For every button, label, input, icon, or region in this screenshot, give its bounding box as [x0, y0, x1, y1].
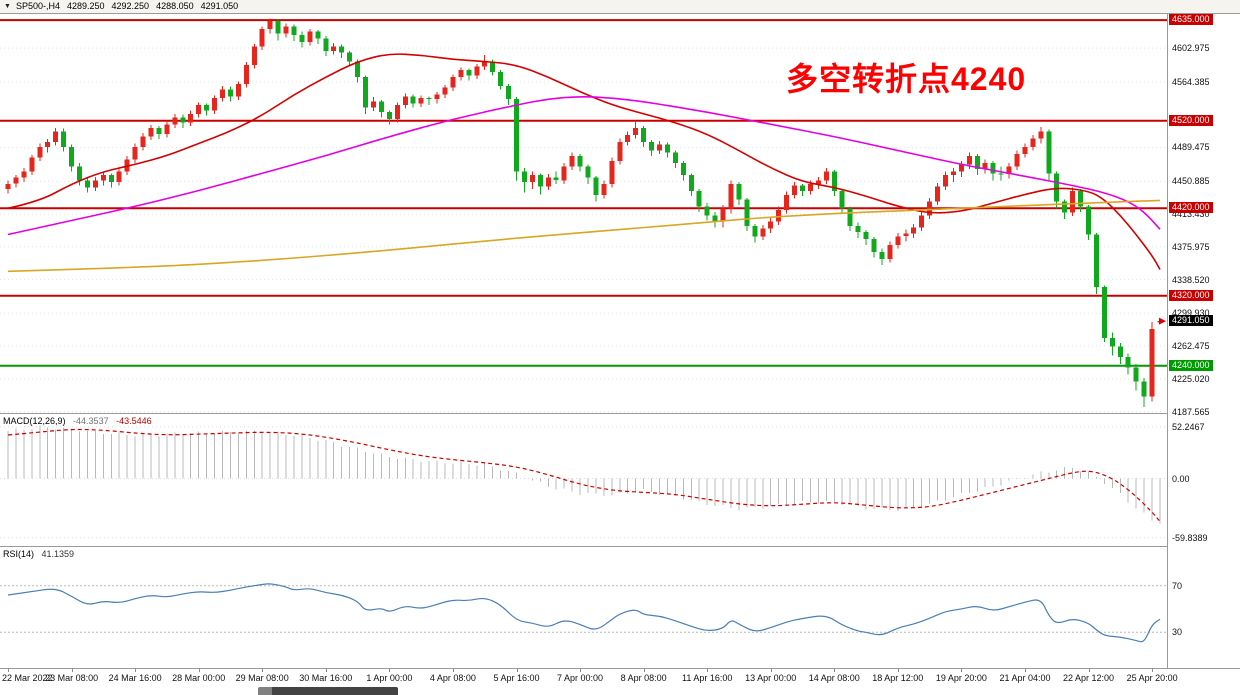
- macd-axis-label: 0.00: [1172, 474, 1190, 484]
- time-tick: [71, 669, 73, 672]
- price-axis-label: 4225.020: [1172, 374, 1210, 384]
- rsi-canvas[interactable]: [0, 547, 1167, 668]
- rsi-panel[interactable]: RSI(14) 41.1359: [0, 546, 1240, 668]
- macd-axis-label: 52.2467: [1172, 422, 1205, 432]
- time-axis-label: 7 Apr 00:00: [556, 673, 604, 683]
- price-axis-label: 4187.565: [1172, 407, 1210, 417]
- time-tick: [452, 669, 454, 672]
- time-axis-label: 18 Apr 12:00: [872, 673, 924, 683]
- price-axis[interactable]: 4602.975 4564.385 4489.475 4450.885 4413.430…: [1167, 14, 1240, 668]
- price-axis-label: 4262.475: [1172, 341, 1210, 351]
- time-axis-label: 13 Apr 00:00: [745, 673, 797, 683]
- level-price-badge: 4240.000: [1169, 360, 1213, 371]
- price-axis-label: 4602.975: [1172, 43, 1210, 53]
- time-axis-label: 5 Apr 16:00: [493, 673, 540, 683]
- ohlc-high: 4292.250: [111, 1, 150, 11]
- price-chart-panel[interactable]: 多空转折点4240: [0, 14, 1240, 413]
- ohlc-close: 4291.050: [200, 1, 239, 11]
- time-tick: [389, 669, 391, 672]
- price-gridlines: [0, 47, 1167, 413]
- level-price-badge: 4635.000: [1169, 14, 1213, 25]
- time-tick: [643, 669, 645, 672]
- time-axis-label: 28 Mar 00:00: [172, 673, 226, 683]
- candles: [5, 18, 1163, 407]
- rsi-line: [7, 583, 1161, 643]
- macd-label: MACD(12,26,9) -44.3537 -43.5446: [3, 416, 152, 426]
- level-price-badge: 4520.000: [1169, 115, 1213, 126]
- macd-histogram: [7, 425, 1161, 524]
- time-tick: [135, 669, 137, 672]
- taskbar-fragment[interactable]: [258, 687, 398, 695]
- time-tick: [897, 669, 899, 672]
- ma-fast-red: [7, 53, 1161, 270]
- price-axis-label: 4338.520: [1172, 275, 1210, 285]
- time-tick: [1025, 669, 1026, 672]
- rsi-value: 41.1359: [41, 549, 75, 559]
- ohlc-low: 4288.050: [156, 1, 194, 11]
- time-axis-label: 19 Apr 20:00: [935, 673, 987, 683]
- time-axis-label: 29 Mar 08:00: [235, 673, 289, 683]
- time-axis-label: 4 Apr 08:00: [429, 673, 476, 683]
- time-tick: [707, 669, 709, 672]
- rsi-name: RSI(14): [3, 549, 35, 559]
- level-price-badge: 4320.000: [1169, 290, 1213, 301]
- macd-name: MACD(12,26,9): [3, 416, 66, 426]
- time-tick: [834, 669, 836, 672]
- ma-mid-magenta: [7, 95, 1161, 236]
- current-price-marker: [1159, 317, 1166, 325]
- macd-signal-value: -43.5446: [116, 416, 152, 426]
- time-tick: [580, 669, 581, 672]
- time-axis-label: 25 Apr 20:00: [1126, 673, 1178, 683]
- time-axis-label: 21 Apr 04:00: [999, 673, 1051, 683]
- time-axis-label: 14 Apr 08:00: [808, 673, 860, 683]
- time-tick: [8, 669, 9, 672]
- macd-canvas[interactable]: [0, 414, 1167, 546]
- time-tick: [961, 669, 963, 672]
- time-axis-label: 24 Mar 16:00: [108, 673, 162, 683]
- macd-axis-label: -59.8389: [1172, 533, 1208, 543]
- price-axis-label: 4489.475: [1172, 142, 1210, 152]
- macd-signal-line: [7, 428, 1161, 522]
- price-axis-label: 4299.930: [1172, 308, 1210, 318]
- rsi-label: RSI(14) 41.1359: [3, 549, 74, 559]
- macd-gridlines: [0, 426, 1167, 539]
- time-tick: [516, 669, 518, 672]
- time-axis-label: 22 Apr 12:00: [1062, 673, 1115, 683]
- time-axis-label: 8 Apr 08:00: [620, 673, 667, 683]
- time-axis-label: 1 Apr 00:00: [366, 673, 413, 683]
- time-tick: [1152, 669, 1154, 672]
- time-axis-label: 23 Mar 08:00: [45, 673, 99, 683]
- symbol-timeframe: SP500-,H4: [15, 1, 60, 11]
- current-price-badge: 4291.050: [1169, 315, 1213, 326]
- time-axis-label: 30 Mar 16:00: [299, 673, 353, 683]
- price-axis-label: 4450.885: [1172, 176, 1210, 186]
- ohlc-open: 4289.250: [66, 1, 105, 11]
- price-axis-label: 4564.385: [1172, 77, 1210, 87]
- time-tick: [262, 669, 264, 672]
- ma-slow-orange: [7, 199, 1161, 273]
- chart-annotation-text: 多空转折点4240: [786, 61, 1027, 97]
- rsi-axis-label: 30: [1172, 627, 1183, 637]
- chart-header: ▼ SP500-,H4 4289.250 4292.250 4288.050 4…: [0, 0, 1240, 14]
- rsi-axis-label: 70: [1172, 581, 1183, 591]
- rsi-levels: [0, 585, 1167, 633]
- macd-value: -44.3537: [73, 416, 109, 426]
- price-axis-label: 4413.430: [1172, 209, 1210, 219]
- price-axis-label: 4375.975: [1172, 242, 1210, 252]
- time-tick: [770, 669, 772, 672]
- price-chart-canvas[interactable]: [0, 14, 1167, 413]
- time-tick: [198, 669, 200, 672]
- time-axis-label: 22 Mar 2022: [2, 673, 53, 683]
- level-price-badge: 4420.000: [1169, 202, 1213, 213]
- time-axis[interactable]: 22 Mar 2022 23 Mar 08:00 24 Mar 16:00 28 Ma…: [0, 668, 1240, 695]
- collapse-icon[interactable]: ▼: [4, 3, 11, 10]
- time-tick: [1088, 669, 1090, 672]
- time-axis-label: 11 Apr 16:00: [682, 673, 733, 683]
- macd-panel[interactable]: MACD(12,26,9) -44.3537 -43.5446: [0, 413, 1240, 546]
- time-tick: [325, 669, 327, 672]
